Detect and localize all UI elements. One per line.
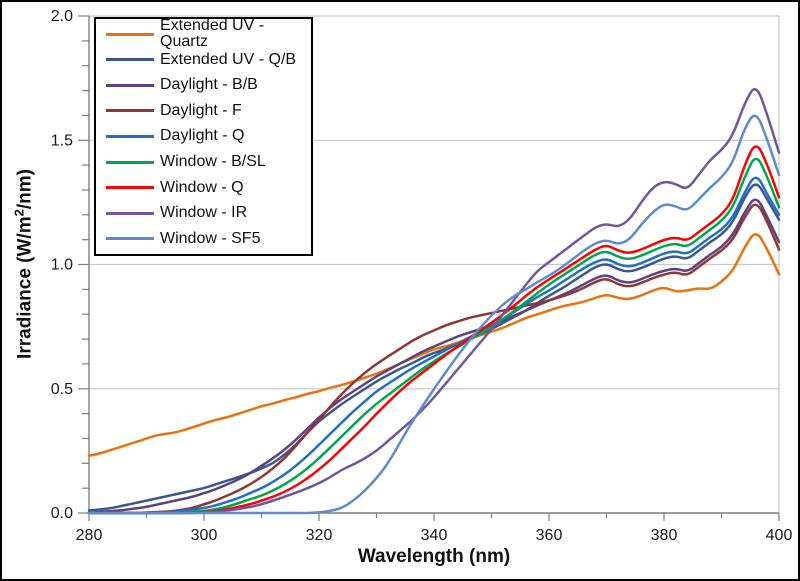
legend-label: Window - Q <box>160 178 244 196</box>
legend-item: Extended UV - Q/B <box>96 47 311 72</box>
legend-item: Window - SF5 <box>96 226 311 251</box>
legend-swatch-window-bsl <box>106 160 154 164</box>
series-line-daylight-b-b <box>87 198 781 515</box>
legend-item: Window - B/SL <box>96 150 311 175</box>
series-line-window-sf5 <box>87 114 781 515</box>
x-tick-label: 340 <box>421 527 448 544</box>
x-tick-label: 380 <box>651 527 678 544</box>
x-axis-title: Wavelength (nm) <box>357 546 511 567</box>
legend-swatch-window-q <box>106 186 154 190</box>
legend-label: Extended UV - Quartz <box>160 17 265 51</box>
legend-swatch-daylight-q <box>106 134 154 138</box>
legend-label: Window - IR <box>160 204 248 222</box>
legend-swatch-window-ir <box>106 211 154 215</box>
x-tick-label: 400 <box>766 527 793 544</box>
legend-swatch-extended-uv-quartz <box>106 32 154 36</box>
y-tick-label: 2.0 <box>51 8 73 25</box>
legend-label: Window - SF5 <box>160 229 261 247</box>
legend-item: Window - IR <box>96 201 311 226</box>
legend-label: Extended UV - Q/B <box>160 50 297 68</box>
series-line-extended-uv-q-b <box>87 183 781 512</box>
series-line-extended-uv-quartz <box>87 233 781 458</box>
y-tick-label: 1.0 <box>51 257 73 274</box>
x-tick-label: 360 <box>536 527 563 544</box>
series-line-window-b-sl <box>87 157 781 515</box>
legend-label: Window - B/SL <box>160 153 266 171</box>
legend-swatch-daylight-bb <box>106 83 154 87</box>
y-axis-title: Irradiance (W/m2/nm) <box>11 169 36 359</box>
legend-item: Window - Q <box>96 175 311 200</box>
legend-swatch-extended-uv-qb <box>106 58 154 62</box>
y-tick-label: 1.5 <box>51 132 73 149</box>
legend-swatch-window-sf5 <box>106 237 154 241</box>
y-tick-label: 0.5 <box>51 381 73 398</box>
x-tick-label: 280 <box>76 527 103 544</box>
series-line-daylight-f <box>87 203 781 515</box>
legend-label: Daylight - F <box>160 101 242 119</box>
x-tick-label: 300 <box>191 527 218 544</box>
legend-swatch-daylight-f <box>106 109 154 113</box>
legend-label: Daylight - Q <box>160 127 245 145</box>
series-line-daylight-q <box>87 176 781 515</box>
legend-item: Daylight - F <box>96 98 311 123</box>
x-tick-label: 320 <box>306 527 333 544</box>
legend-item: Daylight - Q <box>96 124 311 149</box>
legend-label: Daylight - B/B <box>160 76 258 94</box>
legend-item: Daylight - B/B <box>96 73 311 98</box>
legend-box: Extended UV - Quartz Extended UV - Q/B D… <box>94 17 313 256</box>
y-tick-label: 0.0 <box>51 505 73 522</box>
legend-item: Extended UV - Quartz <box>96 18 311 50</box>
